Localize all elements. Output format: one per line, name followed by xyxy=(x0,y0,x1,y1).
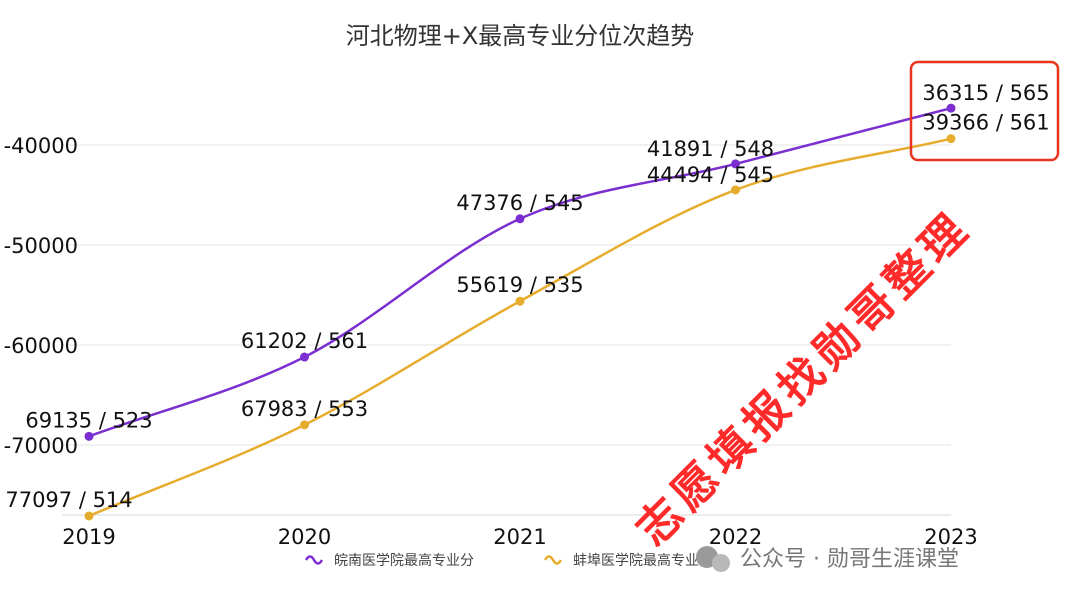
data-label: 77097 / 514 xyxy=(5,488,132,512)
data-label: 41891 / 548 xyxy=(647,137,774,161)
y-tick-label: -60000 xyxy=(4,334,78,358)
watermark: 志愿填报找勋哥整理 xyxy=(627,202,981,556)
grid xyxy=(62,144,951,446)
data-point xyxy=(731,185,740,195)
legend: 皖南医学院最高专业分 蚌埠医学院最高专业分 xyxy=(304,552,713,569)
data-labels: 69135 / 523 61202 / 561 47376 / 545 41891 /… xyxy=(5,81,1049,512)
y-tick-label: -70000 xyxy=(4,434,78,458)
legend-label: 皖南医学院最高专业分 xyxy=(334,552,474,569)
highlight-box xyxy=(909,60,1060,162)
watermark-text: 志愿填报找勋哥整理 xyxy=(627,202,981,556)
data-label: 69135 / 523 xyxy=(25,408,152,432)
data-point xyxy=(84,511,94,521)
y-axis: -40000 -50000 -60000 -70000 xyxy=(4,134,78,458)
legend-swatch xyxy=(543,555,563,565)
data-point xyxy=(946,103,956,113)
data-point xyxy=(731,159,740,169)
data-point xyxy=(515,296,525,306)
x-tick-label: 2021 xyxy=(493,525,546,549)
data-point xyxy=(300,420,309,430)
data-point xyxy=(300,352,309,362)
series-line xyxy=(88,106,952,438)
data-label: 36315 / 565 xyxy=(922,81,1049,105)
data-label: 61202 / 561 xyxy=(241,329,368,353)
legend-swatch xyxy=(304,555,324,565)
x-tick-label: 2019 xyxy=(62,525,115,549)
footer-text: 公众号 · 勋哥生涯课堂 xyxy=(740,547,959,572)
y-tick-label: -40000 xyxy=(4,134,78,158)
footer-watermark: 公众号 · 勋哥生涯课堂 xyxy=(696,546,959,572)
x-tick-label: 2020 xyxy=(278,525,331,549)
y-tick-label: -50000 xyxy=(4,234,78,258)
data-label: 39366 / 561 xyxy=(922,111,1049,135)
x-axis: 2019 2020 2021 2022 2023 xyxy=(62,514,978,549)
x-tick-label: 2023 xyxy=(924,525,977,549)
data-point xyxy=(946,134,956,144)
data-label: 67983 / 553 xyxy=(241,397,368,421)
wechat-icon-bubble xyxy=(712,554,730,572)
series-layer xyxy=(84,103,956,521)
data-point xyxy=(515,214,525,224)
data-label: 47376 / 545 xyxy=(456,191,583,215)
data-label: 55619 / 535 xyxy=(456,273,583,297)
data-label: 44494 / 545 xyxy=(647,163,774,187)
chart-title: 河北物理+X最高专业分位次趋势 xyxy=(346,22,695,50)
legend-label: 蚌埠医学院最高专业分 xyxy=(573,552,713,569)
data-point xyxy=(84,431,94,441)
x-tick-label: 2022 xyxy=(709,525,762,549)
